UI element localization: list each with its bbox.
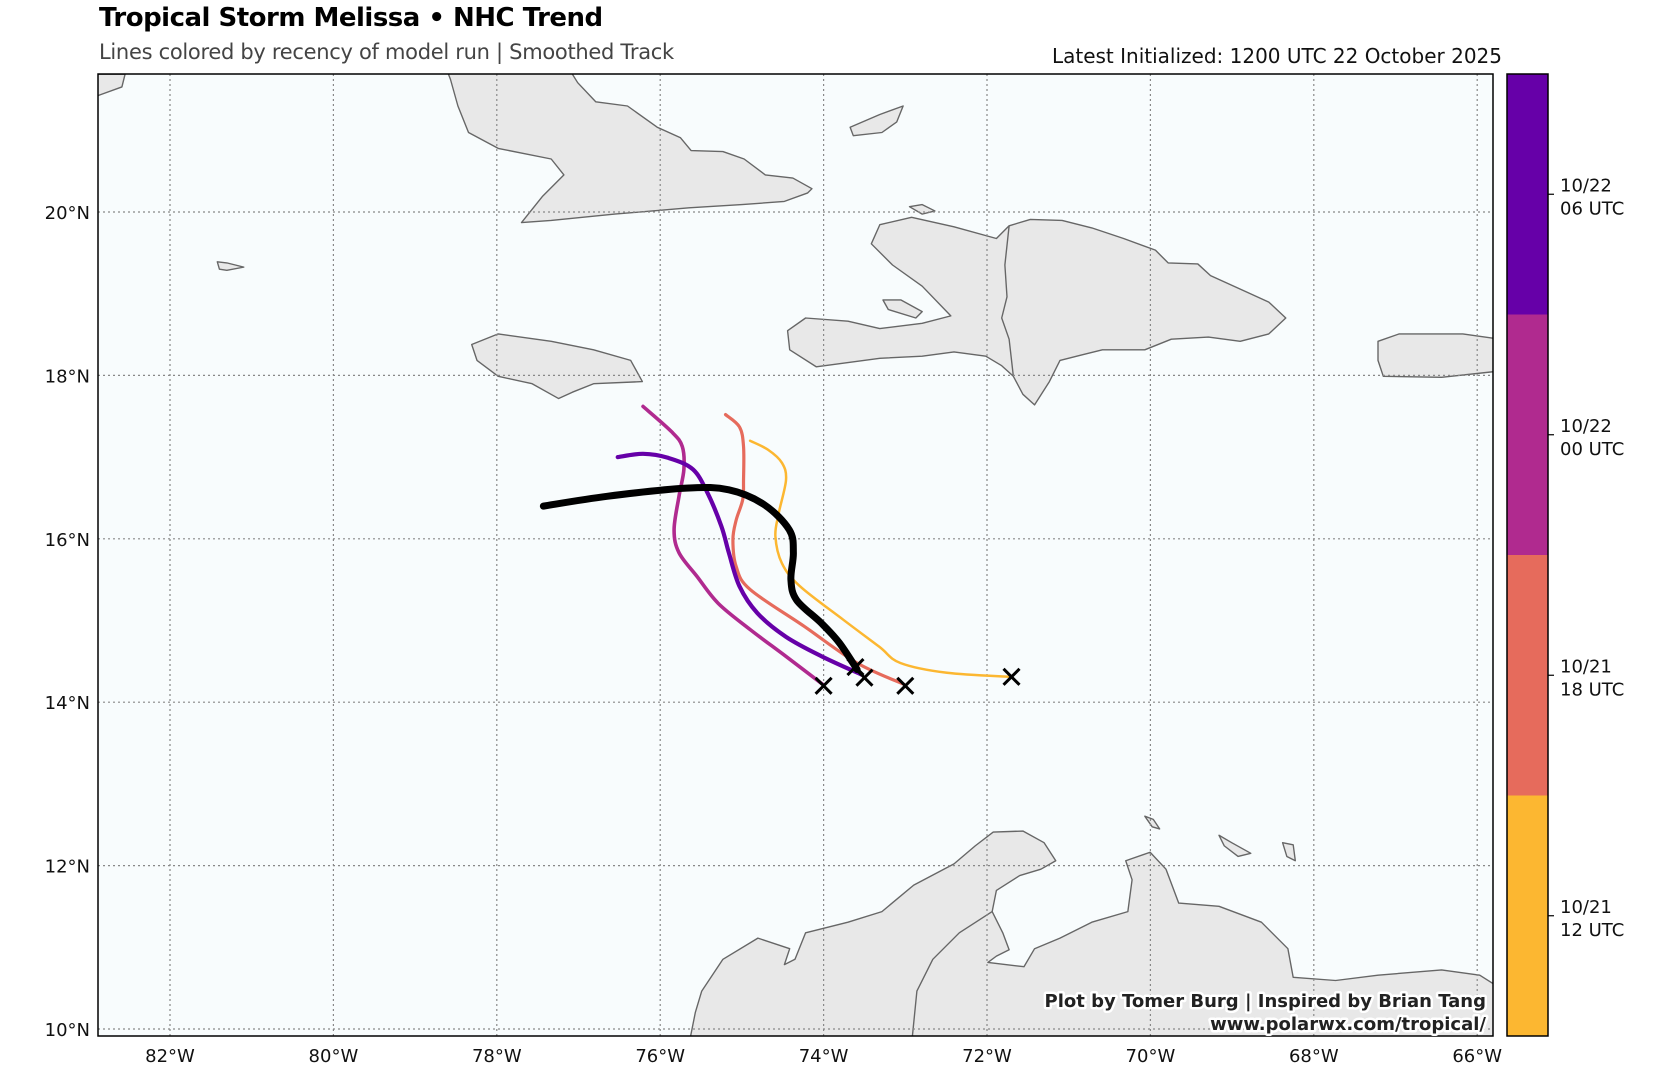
y-tick-label: 16°N	[45, 530, 90, 551]
colorbar-label-date: 10/22	[1560, 416, 1612, 437]
land-jamaica	[471, 333, 644, 400]
colorbar-label-time: 06 UTC	[1560, 198, 1624, 219]
colorbar-segment	[1507, 555, 1548, 796]
y-tick-label: 14°N	[45, 693, 90, 714]
x-tick-label: 70°W	[1126, 1046, 1176, 1067]
x-tick-label: 66°W	[1452, 1046, 1502, 1067]
y-tick-label: 12°N	[45, 857, 90, 878]
x-tick-label: 80°W	[309, 1046, 359, 1067]
latest-initialized: Latest Initialized: 1200 UTC 22 October …	[1051, 44, 1502, 68]
chart-subtitle: Lines colored by recency of model run | …	[99, 40, 674, 64]
x-marker-icon	[896, 676, 915, 695]
track-line-4	[539, 483, 861, 674]
x-tick-label: 78°W	[472, 1046, 522, 1067]
x-tick-labels: 82°W 80°W 78°W 76°W 74°W 72°W 70°W 68°W 66°W	[145, 1046, 1502, 1067]
y-tick-label: 18°N	[45, 366, 90, 387]
y-tick-label: 20°N	[45, 203, 90, 224]
y-tick-label: 10°N	[45, 1020, 90, 1041]
colorbar-label-date: 10/22	[1560, 175, 1612, 196]
x-tick-label: 82°W	[145, 1046, 195, 1067]
land-gonave	[882, 299, 923, 319]
colorbar-segment	[1507, 795, 1548, 1036]
colorbar-frame	[1506, 73, 1549, 1037]
map-frame	[97, 73, 1494, 1037]
land-curacao	[1218, 834, 1252, 858]
track-line-3	[615, 451, 864, 677]
initial-position-markers	[814, 658, 1021, 695]
chart-title: Tropical Storm Melissa • NHC Trend	[99, 3, 603, 33]
land-bonaire	[1281, 842, 1297, 862]
credit-line-2: www.polarwx.com/tropical/	[1210, 1014, 1486, 1035]
colorbar-label-date: 10/21	[1560, 656, 1612, 677]
track-lines	[539, 404, 1013, 687]
land-layer	[98, 74, 1493, 1036]
track-line-1	[723, 413, 906, 686]
x-tick-label: 72°W	[962, 1046, 1012, 1067]
x-marker-icon	[846, 658, 865, 677]
land-hispaniola	[786, 216, 1287, 406]
credit-line-1: Plot by Tomer Burg | Inspired by Brian T…	[1045, 991, 1486, 1012]
x-marker-icon	[814, 676, 833, 695]
colorbar-label-time: 00 UTC	[1560, 439, 1624, 460]
colorbar-label-time: 12 UTC	[1560, 920, 1624, 941]
colorbar-segment	[1507, 74, 1548, 315]
land-south-america	[689, 830, 1493, 1036]
land-aruba	[1144, 815, 1161, 830]
colorbar-label-time: 18 UTC	[1560, 679, 1624, 700]
track-line-0	[748, 439, 1013, 679]
land-cuba	[447, 74, 813, 224]
x-tick-label: 68°W	[1289, 1046, 1339, 1067]
gridlines	[98, 74, 1493, 1036]
x-tick-label: 76°W	[635, 1046, 685, 1067]
colorbar-label-date: 10/21	[1560, 897, 1612, 918]
border-haiti-dr	[1001, 225, 1015, 377]
land-puerto-rico	[1377, 333, 1493, 379]
x-marker-icon	[1002, 667, 1021, 686]
land-bahamas-island	[849, 105, 904, 137]
track-line-2	[641, 404, 826, 687]
x-tick-label: 74°W	[799, 1046, 849, 1067]
colorbar-segment	[1507, 314, 1548, 555]
border-colombia-venezuela	[911, 911, 993, 1036]
y-tick-labels: 10°N 12°N 14°N 16°N 18°N 20°N	[45, 203, 90, 1041]
land-small-island	[216, 261, 245, 271]
